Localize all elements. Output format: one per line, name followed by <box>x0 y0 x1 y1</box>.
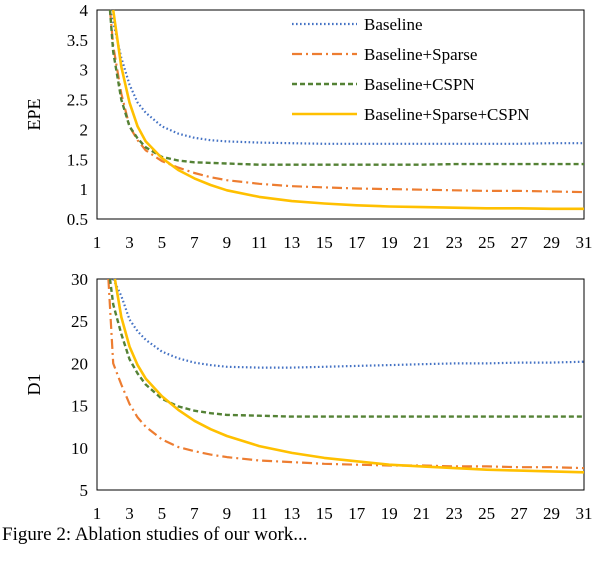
y-tick-label: 4 <box>80 1 89 20</box>
y-tick-label: 5 <box>80 481 89 500</box>
x-tick-label: 29 <box>543 233 560 252</box>
y-tick-label: 0.5 <box>67 210 88 229</box>
y-tick-label: 15 <box>71 397 88 416</box>
x-tick-label: 13 <box>283 233 300 252</box>
legend-label: Baseline+CSPN <box>364 75 475 94</box>
legend-label: Baseline+Sparse+CSPN <box>364 105 530 124</box>
series-line-baseline-plus-sparse-plus-cspn <box>115 279 584 472</box>
x-tick-label: 31 <box>576 233 592 252</box>
x-tick-label: 27 <box>511 233 529 252</box>
y-tick-label: 10 <box>71 439 88 458</box>
x-tick-label: 7 <box>190 504 199 523</box>
series-line-baseline-plus-sparse <box>108 279 584 468</box>
x-tick-label: 27 <box>511 504 529 523</box>
x-tick-label: 19 <box>381 504 398 523</box>
x-tick-label: 9 <box>223 233 232 252</box>
legend: Baseline Baseline+Sparse Baseline+CSPN Base… <box>292 15 530 124</box>
x-tick-label: 3 <box>125 233 134 252</box>
x-tick-label: 21 <box>413 233 430 252</box>
x-tick-label: 17 <box>348 504 366 523</box>
x-tick-label: 11 <box>251 504 267 523</box>
y-tick-label: 1.5 <box>67 150 88 169</box>
series-line-baseline-plus-cspn <box>110 279 584 417</box>
y-tick-label: 1 <box>80 180 89 199</box>
x-tick-label: 13 <box>283 504 300 523</box>
x-tick-label: 7 <box>190 233 199 252</box>
series-line-baseline <box>113 279 584 368</box>
y-tick-label: 30 <box>71 270 88 289</box>
x-tick-label: 1 <box>93 504 102 523</box>
x-tick-label: 11 <box>251 233 267 252</box>
legend-label: Baseline+Sparse <box>364 45 477 64</box>
x-tick-label: 9 <box>223 504 232 523</box>
y-axis-label: EPE <box>24 98 44 130</box>
x-tick-label: 5 <box>158 233 167 252</box>
y-axis-label: D1 <box>24 374 44 396</box>
y-tick-label: 3.5 <box>67 31 88 50</box>
x-tick-label: 21 <box>413 504 430 523</box>
x-tick-label: 29 <box>543 504 560 523</box>
x-tick-label: 15 <box>316 233 333 252</box>
x-tick-label: 25 <box>478 504 495 523</box>
y-tick-label: 25 <box>71 312 88 331</box>
y-tick-label: 3 <box>80 61 89 80</box>
x-tick-label: 19 <box>381 233 398 252</box>
x-tick-label: 3 <box>125 504 134 523</box>
x-tick-label: 5 <box>158 504 167 523</box>
figure-caption: Figure 2: Ablation studies of our work..… <box>2 524 592 556</box>
x-tick-label: 1 <box>93 233 102 252</box>
y-tick-label: 20 <box>71 354 88 373</box>
x-tick-label: 25 <box>478 233 495 252</box>
x-tick-label: 23 <box>446 233 463 252</box>
x-tick-label: 23 <box>446 504 463 523</box>
legend-label: Baseline <box>364 15 423 34</box>
x-tick-label: 15 <box>316 504 333 523</box>
x-tick-label: 17 <box>348 233 366 252</box>
y-tick-label: 2 <box>80 120 89 139</box>
x-tick-label: 31 <box>576 504 592 523</box>
series-line-baseline-plus-cspn <box>110 10 584 165</box>
y-tick-label: 2.5 <box>67 91 88 110</box>
